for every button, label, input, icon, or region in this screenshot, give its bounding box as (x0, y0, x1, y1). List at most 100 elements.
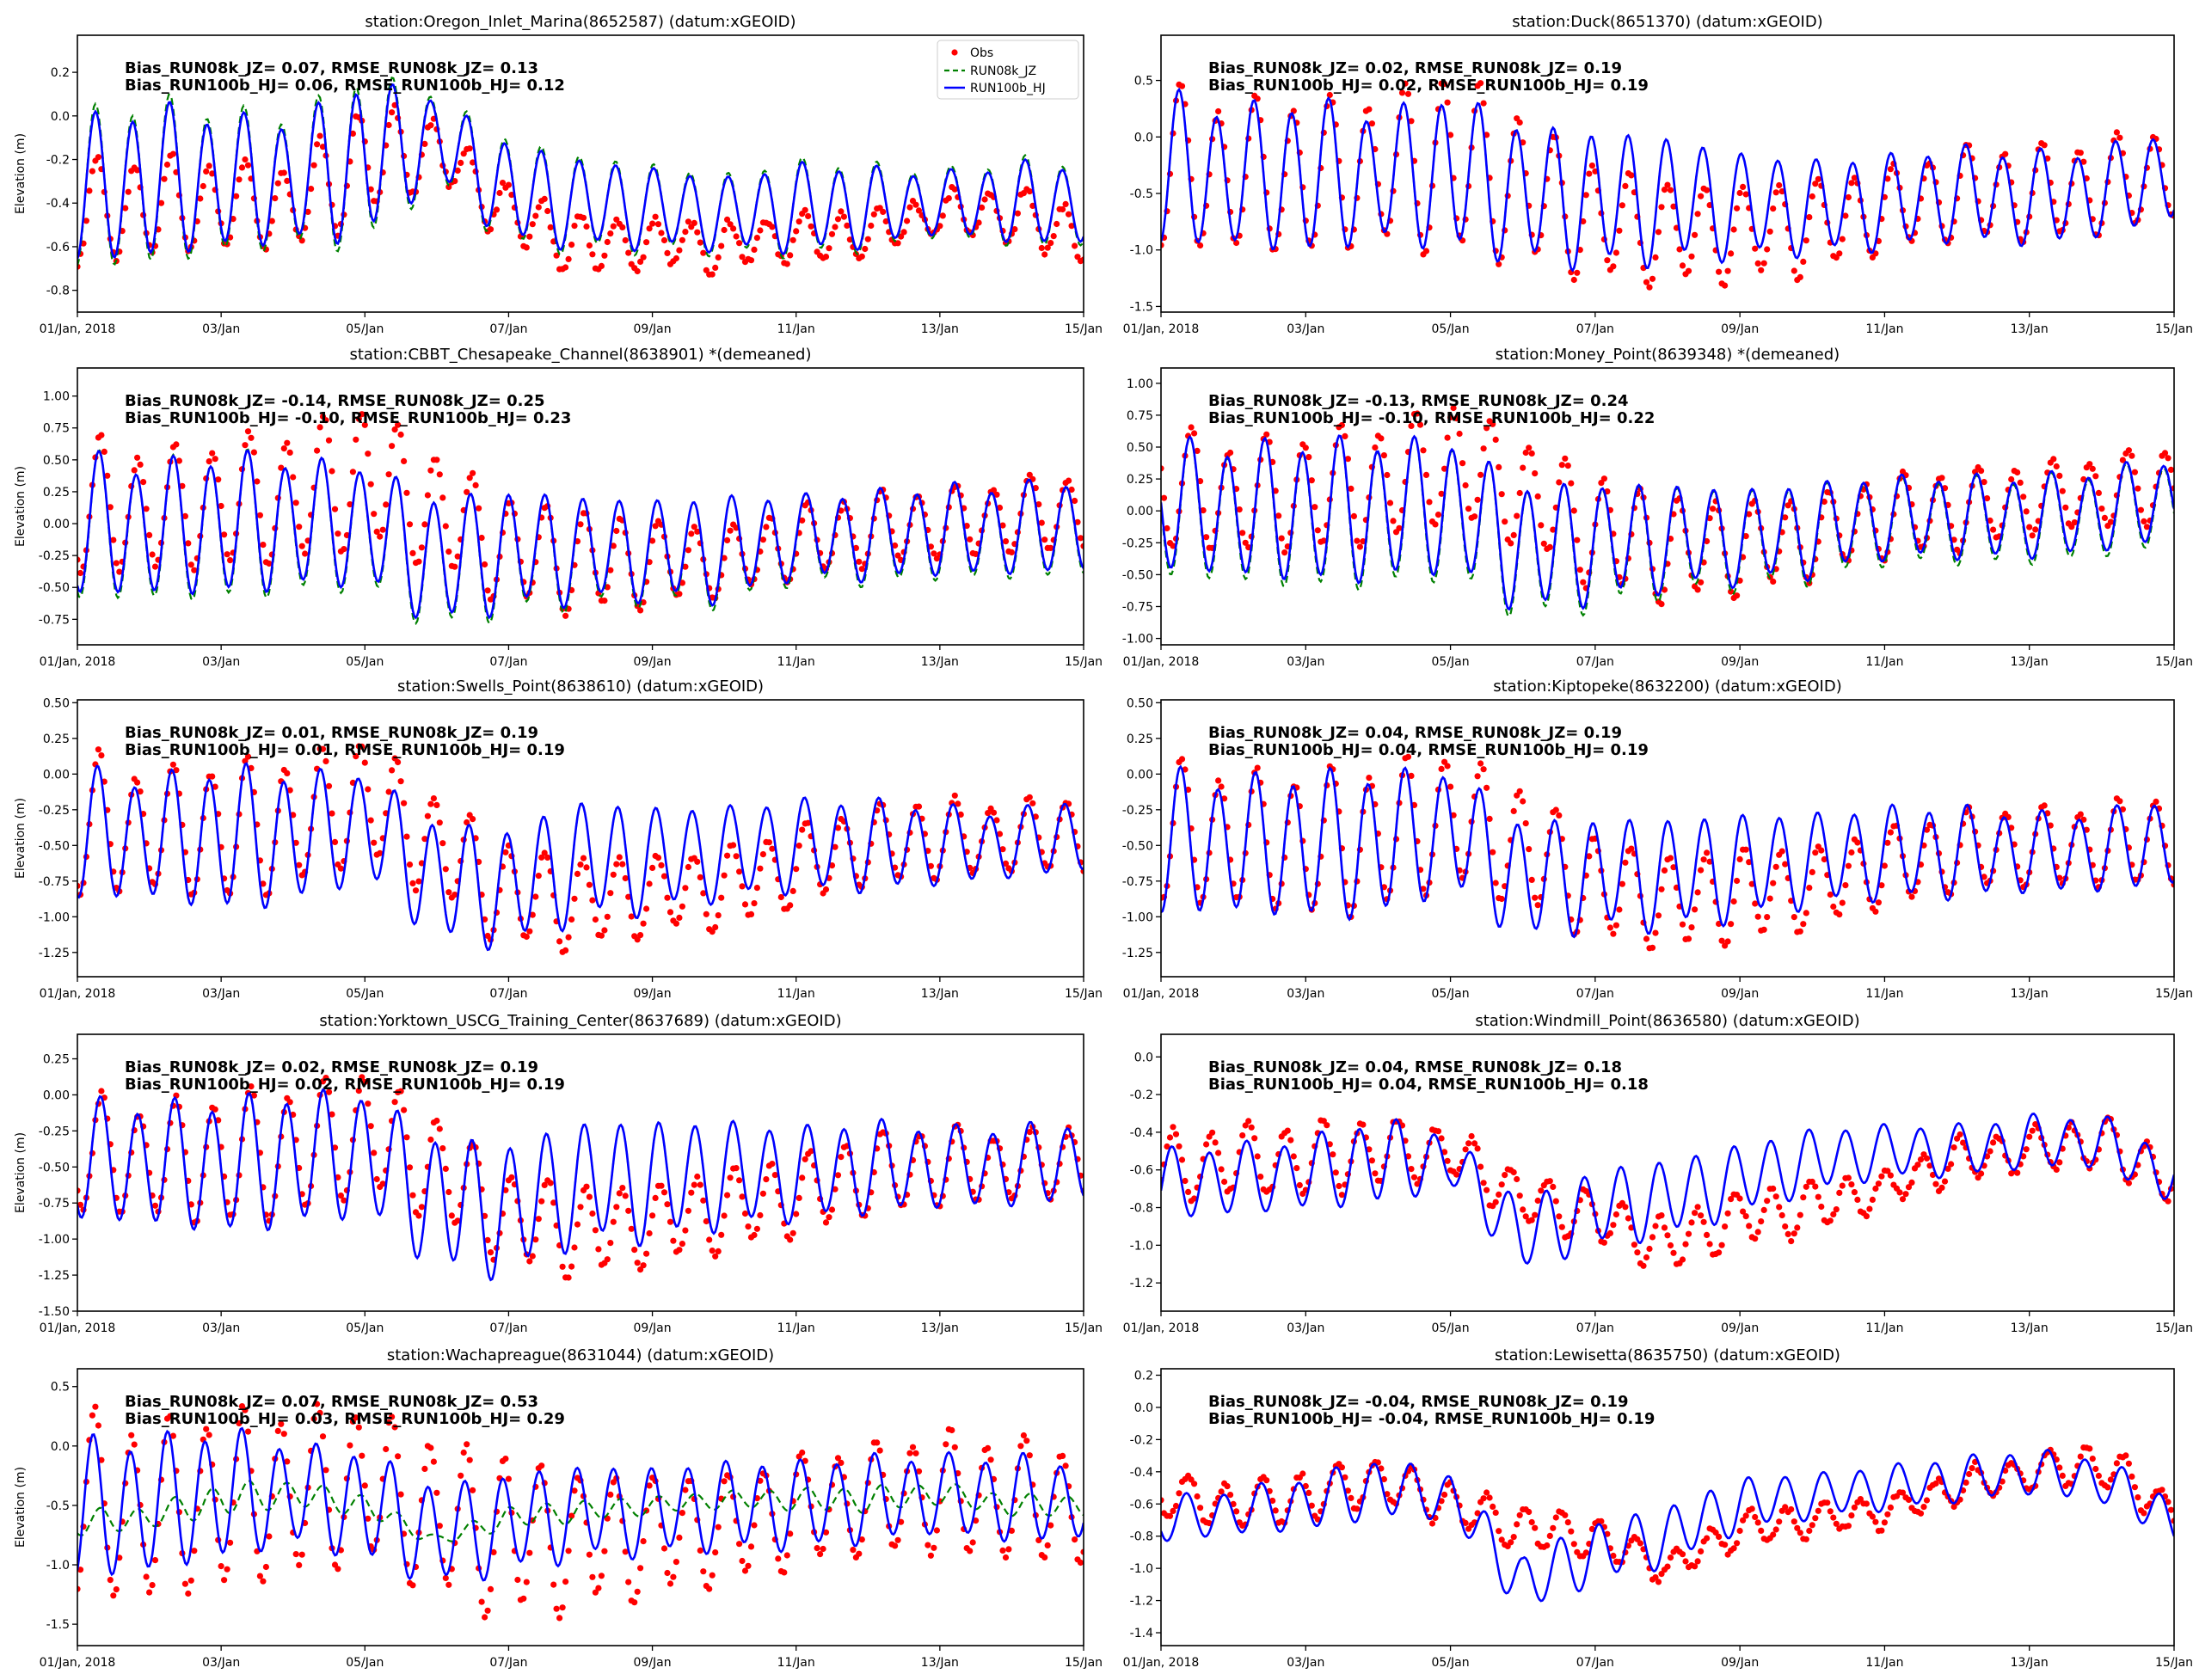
obs-point (1839, 236, 1846, 242)
obs-point (77, 1187, 81, 1194)
obs-point (589, 897, 596, 904)
obs-point (1718, 937, 1725, 944)
obs-point (1492, 1199, 1499, 1205)
obs-point (445, 183, 452, 190)
obs-point (775, 1555, 782, 1562)
obs-point (436, 1125, 443, 1132)
obs-point (727, 527, 734, 534)
obs-point (1854, 1196, 1861, 1203)
obs-point (256, 512, 263, 518)
x-tick-label: 11/Jan (777, 987, 815, 1001)
obs-point (1724, 938, 1731, 945)
obs-point (1502, 518, 1508, 525)
obs-point (1272, 1507, 1279, 1514)
obs-point (556, 1615, 563, 1622)
obs-point (268, 218, 275, 224)
obs-point (1372, 444, 1379, 451)
y-tick-label: -0.5 (46, 1499, 70, 1513)
obs-point (2047, 822, 2054, 829)
obs-point (733, 853, 740, 860)
obs-point (337, 865, 344, 872)
subplot-panel: station:Wachapreague(8631044) (datum:xGE… (14, 1346, 1103, 1670)
obs-point (493, 206, 501, 213)
y-tick-label: -0.25 (1122, 804, 1153, 818)
obs-point (1914, 1162, 1921, 1168)
obs-point (660, 236, 668, 244)
obs-point (212, 456, 218, 463)
obs-point (1884, 1168, 1891, 1174)
obs-point (77, 1585, 81, 1592)
obs-point (2141, 1510, 2147, 1517)
obs-point (272, 195, 279, 202)
obs-point (1215, 1150, 1222, 1156)
run08k-jz-line (77, 1480, 1084, 1542)
subplot-panel: station:Oregon_Inlet_Marina(8652587) (da… (14, 13, 1103, 336)
obs-point (442, 523, 449, 530)
obs-point (454, 553, 461, 560)
obs-point (739, 1193, 746, 1200)
obs-point (679, 903, 686, 910)
obs-point (1305, 1489, 1312, 1496)
obs-point (1245, 1118, 1252, 1125)
obs-point (1736, 855, 1743, 863)
run08k-jz-line (77, 762, 1084, 952)
obs-point (673, 920, 680, 927)
obs-point (1532, 1524, 1539, 1531)
obs-point (2119, 457, 2126, 463)
obs-point (1830, 1514, 1837, 1521)
obs-point (77, 1201, 84, 1208)
obs-point (502, 1456, 509, 1462)
obs-point (676, 591, 683, 598)
obs-point (1809, 1522, 1815, 1529)
y-tick-label: -1.00 (39, 1233, 70, 1247)
obs-point (882, 218, 889, 225)
obs-point (113, 560, 120, 567)
obs-point (179, 482, 186, 489)
obs-point (709, 271, 716, 278)
obs-point (1005, 1546, 1012, 1553)
obs-point (963, 523, 970, 530)
obs-point (1477, 471, 1484, 478)
obs-point (856, 558, 863, 565)
obs-point (385, 471, 392, 478)
obs-point (2053, 1166, 2060, 1173)
y-tick-label: -1.0 (46, 1559, 70, 1573)
obs-point (1502, 1172, 1508, 1179)
obs-point (1923, 1155, 1931, 1162)
obs-point (1498, 1536, 1505, 1543)
obs-point (1806, 214, 1813, 221)
obs-point (586, 1193, 593, 1200)
obs-point (316, 1409, 323, 1416)
obs-point (1752, 245, 1759, 252)
obs-point (1706, 858, 1713, 865)
obs-point (568, 1512, 575, 1519)
obs-point (694, 229, 701, 236)
obs-point (996, 504, 1004, 512)
obs-point (2122, 1452, 2129, 1459)
obs-point (741, 1210, 749, 1217)
obs-point (256, 1573, 263, 1579)
obs-point (1764, 246, 1771, 253)
y-tick-label: 0.0 (51, 1440, 70, 1454)
obs-point (1884, 175, 1891, 182)
obs-point (1887, 1172, 1894, 1179)
obs-point (406, 861, 414, 868)
obs-point (781, 1569, 788, 1576)
obs-point (646, 225, 653, 232)
obs-point (1616, 227, 1623, 234)
x-tick-label: 13/Jan (2011, 987, 2049, 1001)
obs-point (826, 1214, 832, 1221)
y-tick-label: 0.2 (51, 66, 70, 80)
obs-point (1652, 254, 1659, 261)
obs-point (973, 1518, 980, 1524)
obs-point (1782, 1223, 1789, 1230)
obs-point (1462, 1519, 1469, 1526)
obs-point (458, 1472, 464, 1479)
x-tick-label: 05/Jan (346, 987, 384, 1001)
obs-point (1474, 1510, 1481, 1517)
obs-point (1408, 422, 1415, 429)
obs-point (373, 528, 380, 536)
obs-point (1730, 898, 1737, 905)
obs-point (1047, 544, 1054, 552)
obs-point (751, 1522, 758, 1529)
